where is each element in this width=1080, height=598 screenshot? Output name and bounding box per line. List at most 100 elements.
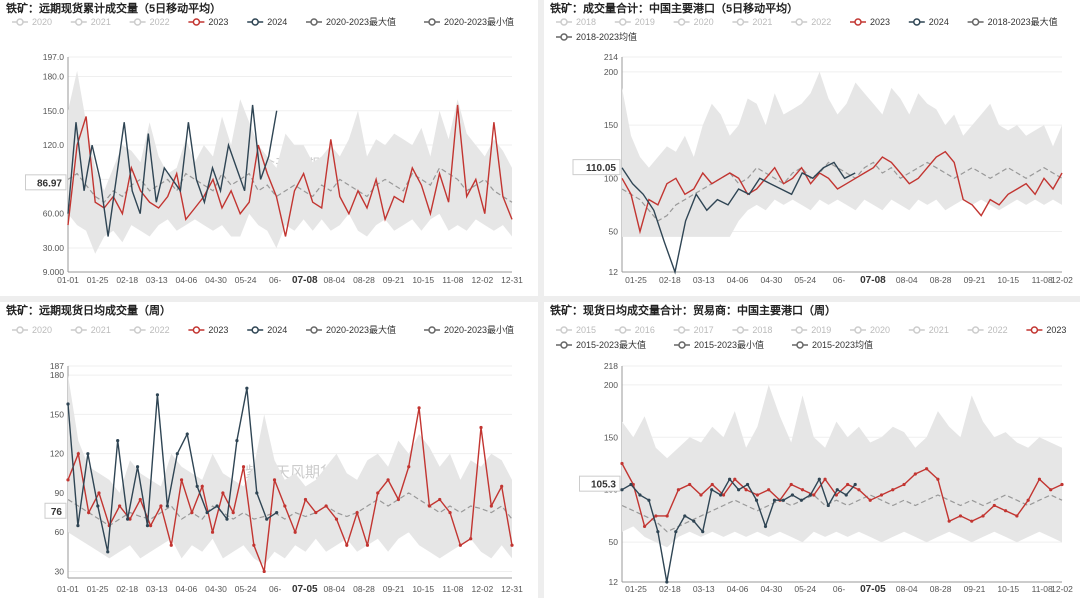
x-tick-label: 01-25 xyxy=(87,584,109,594)
legend-item[interactable]: 2021 xyxy=(70,17,111,27)
series-2024-point xyxy=(710,488,714,492)
legend-item[interactable]: 2020 xyxy=(673,17,714,27)
series-2024-point xyxy=(835,488,839,492)
current-value-label: 110.05 xyxy=(586,163,616,174)
series-2023-point xyxy=(190,510,194,515)
legend-label: 2022 xyxy=(988,325,1008,335)
legend-marker xyxy=(619,18,627,26)
x-tick-label: 11-08 xyxy=(442,584,463,594)
series-2023-point xyxy=(448,510,452,515)
x-tick-label: 06- xyxy=(833,275,845,285)
legend-label: 2020 xyxy=(32,325,52,335)
legend-item[interactable]: 2022 xyxy=(967,325,1008,335)
legend-label: 2021 xyxy=(752,17,772,27)
x-tick-label: 10-15 xyxy=(997,584,1019,594)
series-2023-point xyxy=(879,493,884,497)
legend-item[interactable]: 2020 xyxy=(12,325,52,335)
legend-item[interactable]: 2016 xyxy=(614,325,655,335)
chart-panel-forward-cumulative: 铁矿：远期现货累计成交量（5日移动平均） 2020 2021 2022 2023 2024… xyxy=(0,0,538,296)
series-2023-point xyxy=(376,491,380,495)
legend-item[interactable]: 2021 xyxy=(908,325,949,335)
series-2023-point xyxy=(283,504,287,508)
series-2024-point xyxy=(665,580,669,584)
legend-label: 2022 xyxy=(150,17,170,27)
series-2023-point xyxy=(1026,498,1030,502)
series-2023-point xyxy=(1049,488,1053,492)
legend-label: 2020-2023最大值 xyxy=(326,16,396,27)
legend-marker xyxy=(251,18,259,26)
series-2024-point xyxy=(692,519,696,523)
legend-item[interactable]: 2024 xyxy=(247,325,287,335)
legend-item[interactable]: 2022 xyxy=(129,17,170,27)
x-tick-label: 08-28 xyxy=(353,275,375,285)
series-2023-point xyxy=(479,425,483,430)
legend-item[interactable]: 2020-2023最大值 xyxy=(306,16,396,27)
legend-item[interactable]: 2022 xyxy=(791,17,831,27)
x-tick-label: 11-08 xyxy=(1032,275,1053,285)
legend-item[interactable]: 2018 xyxy=(732,325,772,335)
legend-item[interactable]: 2020-2023最小值 xyxy=(424,324,514,335)
series-2023-point xyxy=(386,478,390,482)
chart-1-root: 铁矿：成交量合计：中国主要港口（5日移动平均） 2018 2019 2020 2021 2… xyxy=(550,1,1073,286)
legend-marker xyxy=(310,326,318,334)
legend-item[interactable]: 2015-2023均值 xyxy=(792,339,873,350)
legend-item[interactable]: 2020-2023最大值 xyxy=(306,324,396,335)
x-tick-label: 10-15 xyxy=(997,275,1019,285)
legend-label: 2016 xyxy=(635,325,655,335)
legend-item[interactable]: 2024 xyxy=(908,17,949,27)
legend-marker xyxy=(428,326,436,334)
legend-marker xyxy=(971,326,980,334)
legend-item[interactable]: 2024 xyxy=(247,17,287,27)
legend-label: 2022 xyxy=(150,325,170,335)
legend-item[interactable]: 2019 xyxy=(791,325,831,335)
legend-marker xyxy=(854,326,862,334)
series-2023-point xyxy=(469,537,473,541)
legend-marker xyxy=(251,326,259,334)
legend-item[interactable]: 2023 xyxy=(188,17,228,27)
legend-item[interactable]: 2023 xyxy=(188,325,228,335)
x-tick-label: 04-06 xyxy=(176,275,198,285)
legend-item[interactable]: 2020-2023最小值 xyxy=(424,16,514,27)
series-2023-point xyxy=(1037,477,1042,481)
y-tick-label: 9.000 xyxy=(43,267,65,277)
legend-marker xyxy=(16,326,24,334)
y-tick-label: 12 xyxy=(609,577,619,587)
series-2023-point xyxy=(345,543,349,547)
legend-item[interactable]: 2015-2023最小值 xyxy=(674,339,764,350)
x-tick-label: 04-30 xyxy=(205,584,227,594)
legend-item[interactable]: 2020 xyxy=(850,325,890,335)
legend-marker xyxy=(678,341,686,349)
series-2023-point xyxy=(902,482,906,487)
x-tick-label: 05-24 xyxy=(235,275,257,285)
legend-item[interactable]: 2020 xyxy=(12,17,52,27)
series-2023-point xyxy=(857,488,861,492)
legend-item[interactable]: 2023 xyxy=(1026,325,1066,335)
legend-item[interactable]: 2017 xyxy=(673,325,714,335)
series-2023-point xyxy=(823,477,827,481)
legend-label: 2020-2023最小值 xyxy=(444,324,514,335)
legend-item[interactable]: 2021 xyxy=(70,325,111,335)
series-2023-point xyxy=(665,514,669,518)
x-tick-label: 04-06 xyxy=(176,584,198,594)
x-tick-label: 12-02 xyxy=(472,275,494,285)
legend-item[interactable]: 2015-2023最大值 xyxy=(556,339,646,350)
legend-item[interactable]: 2015 xyxy=(556,325,596,335)
legend-item[interactable]: 2021 xyxy=(732,17,772,27)
legend-item[interactable]: 2019 xyxy=(614,17,655,27)
x-tick-label: 04-06 xyxy=(727,275,749,285)
y-tick-label: 150.0 xyxy=(43,106,65,116)
legend-item[interactable]: 2022 xyxy=(129,325,170,335)
y-tick-label: 150 xyxy=(604,432,618,442)
x-tick-label: 08-04 xyxy=(324,275,346,285)
legend-item[interactable]: 2023 xyxy=(850,17,890,27)
legend-item[interactable]: 2018-2023最大值 xyxy=(967,16,1058,27)
legend-item[interactable]: 2018-2023均值 xyxy=(556,31,637,42)
legend-item[interactable]: 2018 xyxy=(556,17,596,27)
legend-marker xyxy=(16,18,24,26)
legend-label: 2015 xyxy=(576,325,596,335)
x-tick-label: 04-30 xyxy=(761,584,783,594)
series-2024-point xyxy=(235,438,239,443)
series-2024-point xyxy=(638,493,642,497)
series-2024-point xyxy=(799,498,803,502)
x-tick-label: 04-06 xyxy=(727,584,749,594)
